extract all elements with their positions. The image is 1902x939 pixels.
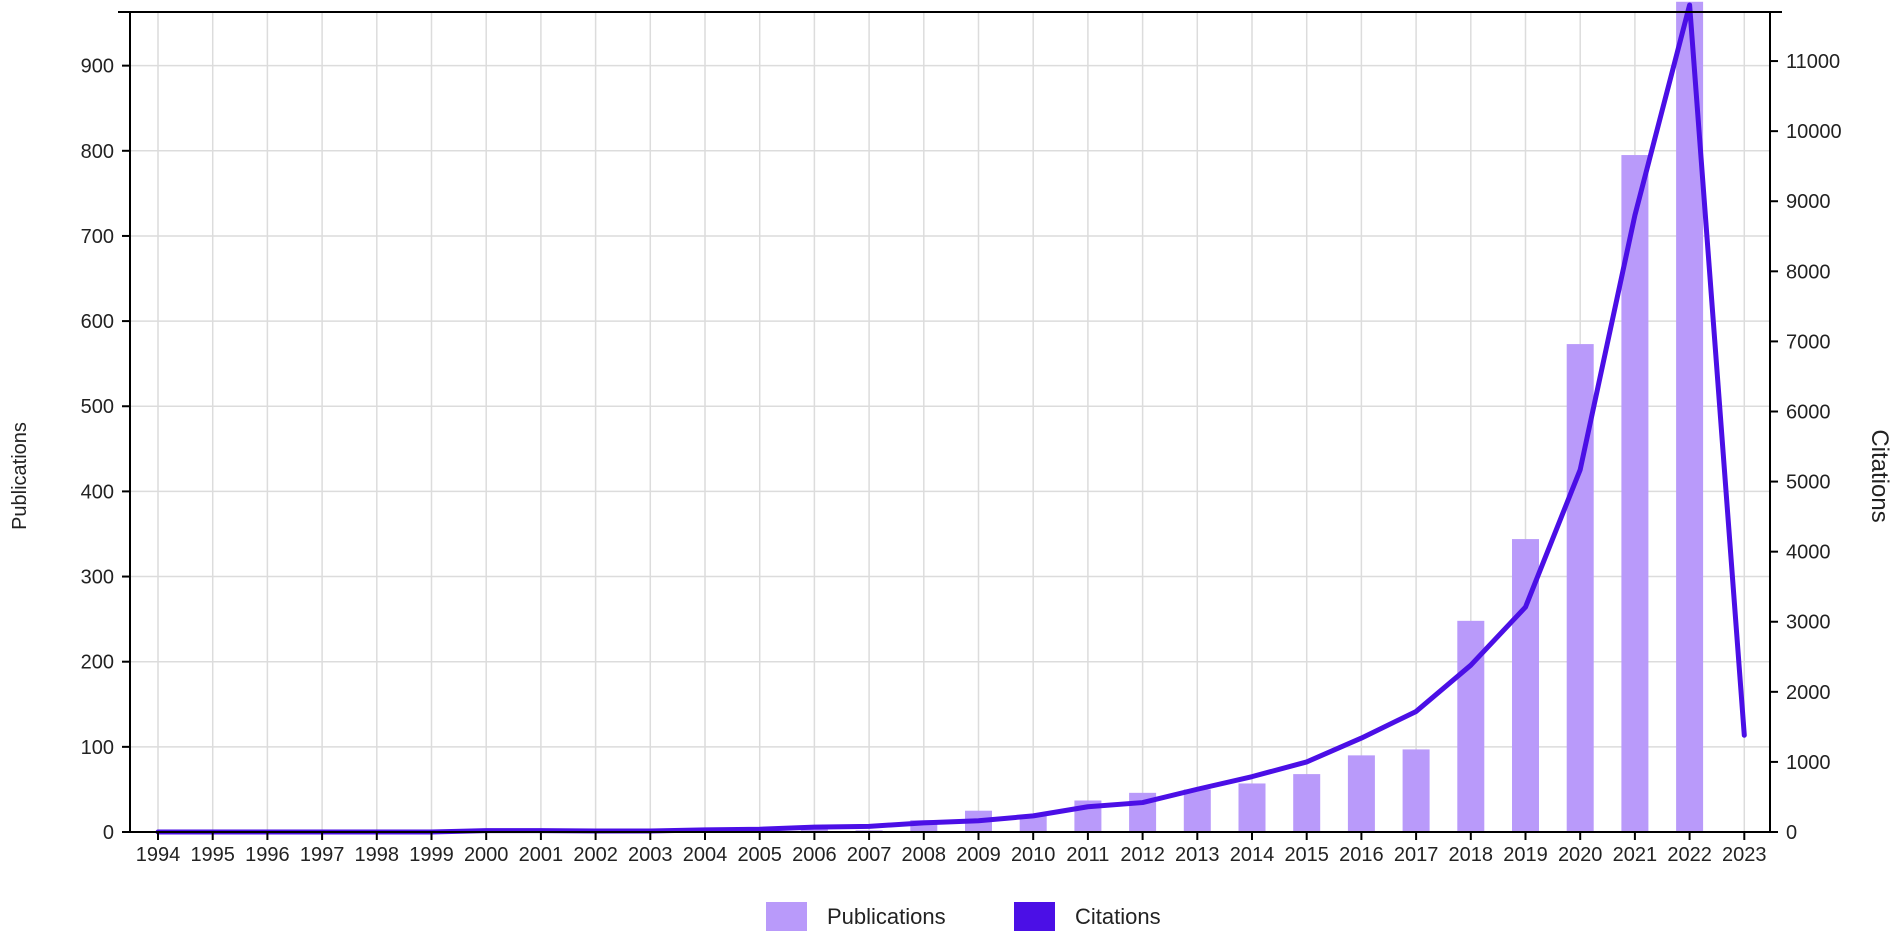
- legend-swatch-publications: [766, 902, 807, 931]
- axes-layer: [118, 11, 1782, 833]
- line-layer: [155, 2, 1747, 835]
- y-right-tick-label: 1000: [1786, 752, 1831, 774]
- y-left-tick-label: 600: [81, 311, 114, 333]
- x-tick-label: 1998: [355, 844, 400, 866]
- y-right-tick-label: 2000: [1786, 682, 1831, 704]
- x-tick-label: 2018: [1449, 844, 1494, 866]
- x-tick-label: 2000: [464, 844, 509, 866]
- x-tick-label: 2022: [1667, 844, 1712, 866]
- x-tick-label: 2015: [1284, 844, 1329, 866]
- x-tick-label: 1997: [300, 844, 345, 866]
- x-tick-label: 2010: [1011, 844, 1056, 866]
- legend-label-publications: Publications: [827, 904, 946, 929]
- bar-publications-2006: [800, 829, 828, 832]
- x-tick-label: 1999: [409, 844, 454, 866]
- y-right-tick-label: 0: [1786, 822, 1797, 844]
- bar-publications-2017: [1402, 749, 1430, 832]
- x-tick-label: 2017: [1394, 844, 1439, 866]
- ticks-layer: 0100200300400500600700800900010002000300…: [81, 51, 1842, 866]
- bars-layer: [144, 1, 1704, 833]
- x-tick-label: 2006: [792, 844, 837, 866]
- x-tick-label: 2007: [847, 844, 892, 866]
- x-tick-label: 2020: [1558, 844, 1603, 866]
- legend-swatch-citations: [1014, 902, 1055, 931]
- y-left-tick-label: 300: [81, 567, 114, 589]
- y-left-tick-label: 800: [81, 141, 114, 163]
- y-right-tick-label: 5000: [1786, 472, 1831, 494]
- x-tick-label: 2013: [1175, 844, 1220, 866]
- line-citations: [155, 2, 1747, 835]
- y-left-tick-label: 900: [81, 56, 114, 78]
- y-left-tick-label: 400: [81, 481, 114, 503]
- legend: Publications Citations: [766, 902, 1161, 931]
- x-tick-label: 2001: [519, 844, 564, 866]
- x-tick-label: 2019: [1503, 844, 1548, 866]
- x-tick-label: 2016: [1339, 844, 1384, 866]
- y-right-tick-label: 8000: [1786, 261, 1831, 283]
- bar-publications-2013: [1183, 789, 1211, 832]
- y-right-tick-label: 11000: [1786, 51, 1840, 73]
- x-tick-label: 2011: [1066, 844, 1109, 866]
- y-right-tick-label: 10000: [1786, 121, 1842, 143]
- bar-publications-2015: [1293, 774, 1321, 832]
- x-tick-label: 2002: [573, 844, 618, 866]
- bar-publications-2014: [1238, 783, 1266, 832]
- x-tick-label: 2004: [683, 844, 728, 866]
- x-tick-label: 1994: [136, 844, 181, 866]
- y-left-tick-label: 500: [81, 396, 114, 418]
- bar-publications-2016: [1347, 755, 1375, 832]
- y-axis-right-label: Citations: [1866, 429, 1893, 522]
- x-tick-label: 2014: [1230, 844, 1275, 866]
- y-right-tick-label: 3000: [1786, 612, 1831, 634]
- y-left-tick-label: 100: [81, 737, 114, 759]
- x-tick-label: 2009: [956, 844, 1001, 866]
- y-left-tick-label: 700: [81, 226, 114, 248]
- x-tick-label: 2012: [1120, 844, 1165, 866]
- legend-label-citations: Citations: [1075, 904, 1161, 929]
- y-left-tick-label: 200: [81, 652, 114, 674]
- x-tick-label: 2003: [628, 844, 673, 866]
- bar-publications-2008: [910, 820, 938, 832]
- y-left-tick-label: 0: [103, 822, 114, 844]
- y-right-tick-label: 9000: [1786, 191, 1831, 213]
- y-right-tick-label: 4000: [1786, 542, 1831, 564]
- y-right-tick-label: 6000: [1786, 401, 1831, 423]
- x-tick-label: 1995: [190, 844, 235, 866]
- x-tick-label: 2008: [902, 844, 947, 866]
- x-tick-label: 2021: [1613, 844, 1658, 866]
- x-tick-label: 2005: [737, 844, 782, 866]
- x-tick-label: 1996: [245, 844, 290, 866]
- bar-publications-2010: [1019, 814, 1047, 832]
- y-axis-left-label: Publications: [9, 422, 31, 530]
- y-right-tick-label: 7000: [1786, 331, 1831, 353]
- x-tick-label: 2023: [1722, 844, 1767, 866]
